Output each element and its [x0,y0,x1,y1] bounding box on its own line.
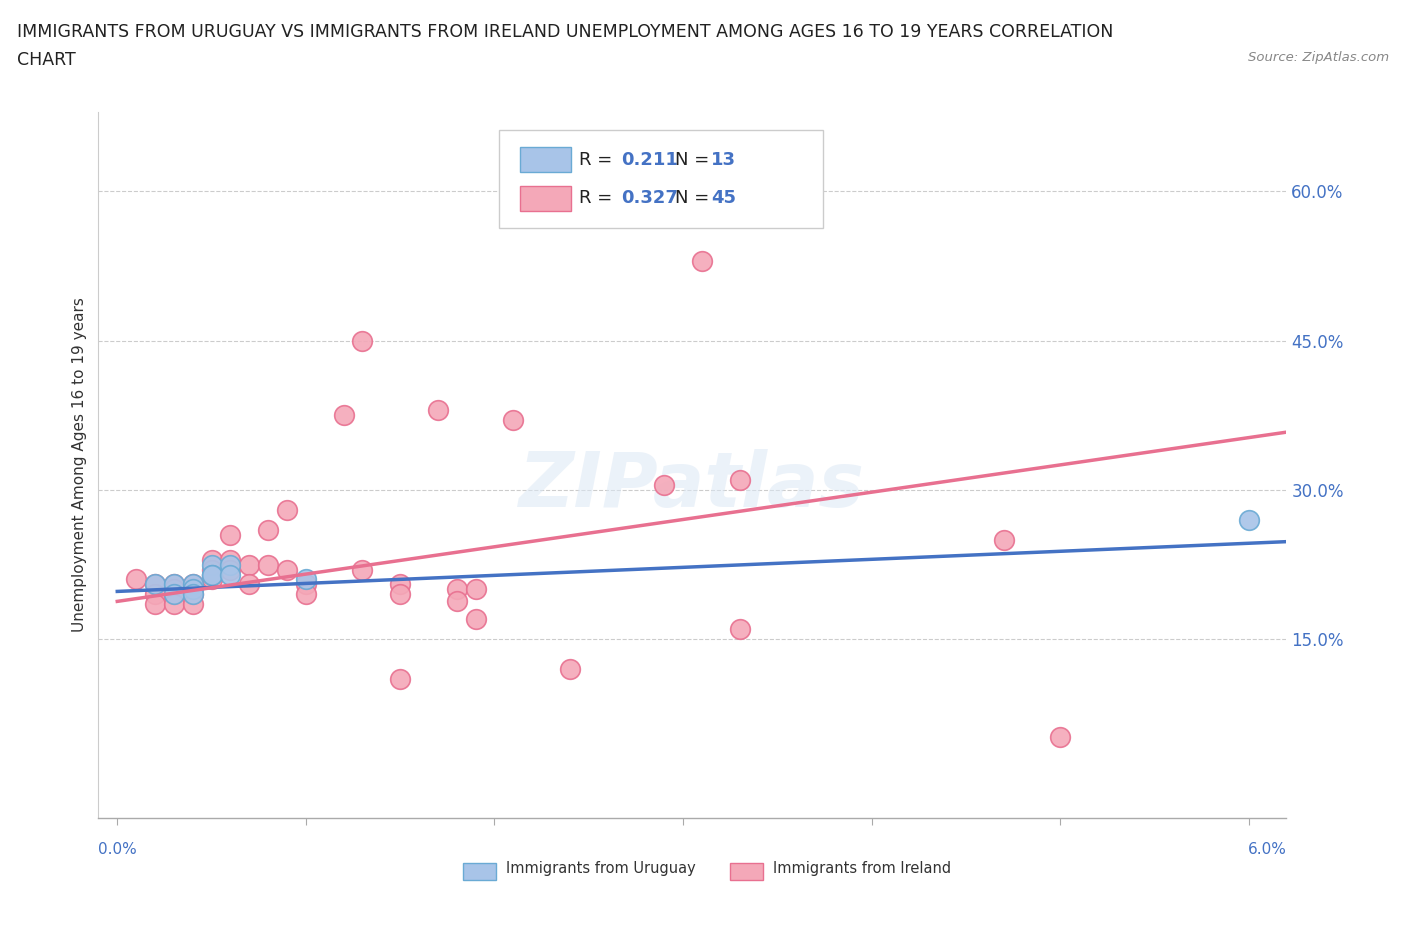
Point [993,532,1015,547]
Point [276,562,298,577]
Point [295,572,318,587]
Y-axis label: Unemployment Among Ages 16 to 19 years: Unemployment Among Ages 16 to 19 years [72,298,87,632]
Text: R =: R = [579,151,613,168]
Text: Immigrants from Ireland: Immigrants from Ireland [773,861,952,876]
Text: Source: ZipAtlas.com: Source: ZipAtlas.com [1249,51,1389,64]
Point [257,557,280,572]
Point [426,403,449,418]
Point [352,333,374,348]
Point [219,562,242,577]
Point [181,582,204,597]
Point [389,671,412,686]
Text: 6.0%: 6.0% [1247,842,1286,857]
Text: ZIPatlas: ZIPatlas [519,449,866,524]
Point [219,557,242,572]
Point [200,557,222,572]
Point [446,582,468,597]
Text: IMMIGRANTS FROM URUGUAY VS IMMIGRANTS FROM IRELAND UNEMPLOYMENT AMONG AGES 16 TO: IMMIGRANTS FROM URUGUAY VS IMMIGRANTS FR… [17,23,1114,41]
Point [558,661,581,676]
Point [728,472,751,487]
Text: R =: R = [579,190,613,207]
Point [389,577,412,591]
Text: CHART: CHART [17,51,76,69]
Point [464,582,486,597]
Point [163,582,186,597]
Point [163,577,186,591]
Point [332,407,354,422]
Point [238,557,260,572]
Point [219,567,242,582]
Point [1237,512,1260,527]
Text: Immigrants from Uruguay: Immigrants from Uruguay [506,861,696,876]
Point [163,587,186,602]
Text: N =: N = [675,190,709,207]
Point [728,622,751,637]
Point [200,552,222,567]
Point [690,254,713,269]
Point [219,527,242,542]
Point [200,562,222,577]
Point [464,612,486,627]
Point [181,587,204,602]
Text: 0.327: 0.327 [621,190,678,207]
Point [219,552,242,567]
Point [276,502,298,517]
Text: 0.211: 0.211 [621,151,678,168]
Point [163,597,186,612]
Point [257,523,280,538]
Point [143,577,166,591]
Text: 45: 45 [711,190,737,207]
Point [143,597,166,612]
Point [181,587,204,602]
Point [163,587,186,602]
Point [143,587,166,602]
Point [446,594,468,609]
Point [181,577,204,591]
Text: 13: 13 [711,151,737,168]
Point [1049,729,1071,744]
Point [181,577,204,591]
Point [200,567,222,582]
Point [163,577,186,591]
Point [295,587,318,602]
Point [502,413,524,428]
Point [652,477,675,492]
Point [125,572,148,587]
Point [200,567,222,582]
Point [200,567,222,582]
Text: N =: N = [675,151,709,168]
Point [181,597,204,612]
Point [143,577,166,591]
Point [238,577,260,591]
Text: 0.0%: 0.0% [98,842,138,857]
Point [389,587,412,602]
Point [295,577,318,591]
Point [352,562,374,577]
Point [200,572,222,587]
